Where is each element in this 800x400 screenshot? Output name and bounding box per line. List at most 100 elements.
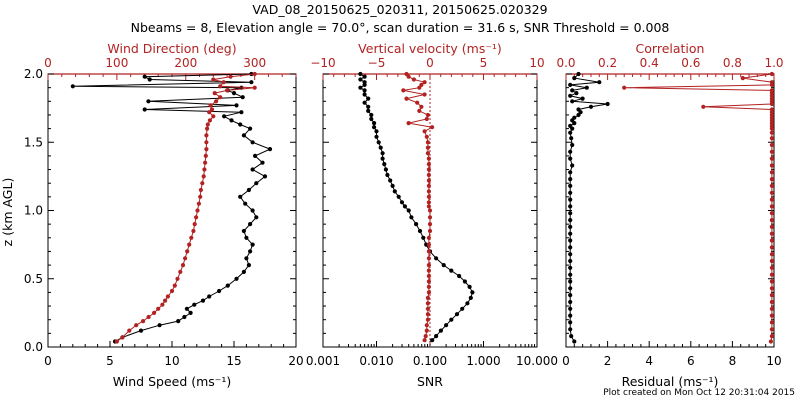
data-point	[187, 242, 192, 247]
data-point	[205, 122, 210, 127]
panel-residual-bottom-label: Residual (ms⁻¹)	[622, 374, 719, 389]
data-point	[425, 301, 430, 306]
data-point	[426, 189, 431, 194]
data-point	[409, 215, 414, 220]
series-line-black	[359, 73, 473, 341]
data-point	[769, 156, 775, 161]
data-point	[244, 256, 249, 261]
data-point	[163, 298, 168, 303]
data-point	[426, 156, 431, 161]
data-point	[425, 295, 430, 300]
data-point	[234, 103, 239, 108]
data-point	[234, 276, 239, 281]
data-point	[369, 112, 374, 118]
data-point	[372, 121, 377, 126]
data-point	[768, 339, 774, 344]
data-point	[568, 313, 573, 318]
x-bottom-tick-label: 8	[729, 354, 737, 368]
data-point	[568, 279, 573, 284]
data-point	[358, 85, 363, 90]
data-point	[769, 265, 775, 270]
data-point	[427, 215, 433, 220]
data-point	[568, 93, 573, 98]
data-point	[769, 231, 775, 236]
x-bottom-tick-label: 0	[44, 354, 52, 368]
data-point	[426, 167, 431, 172]
data-point	[362, 88, 367, 93]
data-point	[142, 107, 147, 112]
data-point	[426, 242, 431, 247]
data-point	[358, 71, 363, 77]
x-bottom-tick-label: 10	[766, 354, 781, 368]
data-point	[127, 328, 132, 333]
data-point	[240, 95, 245, 100]
data-point	[568, 156, 573, 161]
data-point	[380, 151, 385, 156]
data-point	[568, 204, 573, 209]
panel-residual-top-label: Correlation	[636, 41, 705, 56]
data-point	[425, 317, 430, 322]
data-point	[146, 314, 151, 320]
data-point	[229, 118, 234, 123]
data-point	[568, 299, 573, 305]
data-point	[182, 314, 187, 320]
x-top-tick-label: 0	[44, 56, 52, 70]
data-point	[425, 312, 430, 317]
series-line-red	[624, 73, 773, 342]
data-point	[769, 258, 775, 264]
series-line-black	[72, 73, 272, 342]
data-point	[254, 215, 259, 220]
data-point	[460, 306, 465, 311]
data-point	[425, 112, 430, 118]
data-point	[172, 283, 177, 288]
data-point	[191, 228, 196, 234]
data-point	[568, 265, 573, 270]
data-point	[218, 95, 223, 100]
data-point	[422, 129, 427, 134]
data-point	[568, 149, 573, 154]
data-point	[203, 153, 208, 158]
data-point	[374, 134, 379, 139]
series-line-black	[568, 73, 608, 342]
x-top-tick-label: 0.2	[598, 56, 617, 70]
data-point	[568, 170, 573, 175]
data-point	[252, 85, 257, 90]
data-point	[769, 177, 775, 182]
x-bottom-tick-label: 15	[226, 354, 241, 368]
x-bottom-tick-label: 6	[687, 354, 695, 368]
data-point	[404, 96, 409, 101]
data-point	[569, 334, 574, 339]
data-point	[241, 133, 246, 138]
data-point	[202, 167, 207, 172]
data-point	[204, 133, 209, 138]
data-point	[769, 272, 775, 277]
y-tick-label: 0.0	[24, 340, 43, 354]
data-point	[769, 334, 775, 339]
data-point	[417, 228, 423, 234]
data-point	[184, 306, 189, 311]
data-point	[362, 80, 367, 85]
data-point	[366, 104, 371, 109]
data-point	[198, 194, 203, 199]
panel-snr: Vertical velocity (ms⁻¹) SNR 0.001 0.010 0…	[306, 41, 558, 389]
data-point	[426, 256, 431, 261]
data-point	[769, 218, 775, 223]
data-point	[568, 327, 573, 332]
data-point	[214, 99, 219, 104]
data-point	[362, 74, 367, 79]
data-point	[169, 288, 175, 294]
data-point	[422, 92, 427, 97]
y-tick-label: 1.0	[24, 204, 43, 218]
data-point	[401, 88, 406, 93]
y-tick-label: 2.0	[24, 67, 43, 81]
x-bottom-tick-label: 1.000	[466, 354, 500, 368]
data-point	[570, 163, 575, 168]
figure-title-line1: VAD_08_20150625_020311, 20150625.020329	[252, 2, 547, 17]
data-point	[415, 100, 420, 105]
plot-frame	[565, 73, 775, 348]
data-point	[421, 235, 426, 240]
data-point	[462, 279, 467, 284]
x-top-tick-label: 0.8	[723, 56, 742, 70]
data-point	[185, 249, 190, 254]
data-point	[769, 320, 775, 325]
